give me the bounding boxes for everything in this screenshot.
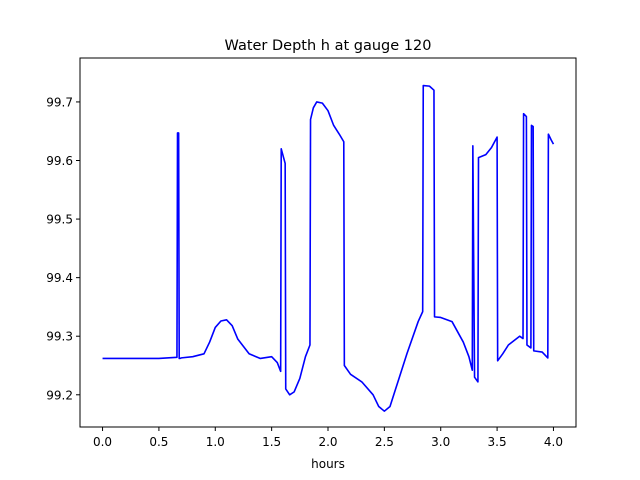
chart-title: Water Depth h at gauge 120 <box>225 38 432 54</box>
y-tick-label: 99.5 <box>46 213 73 227</box>
ticks-layer: 0.0 0.5 1.0 1.5 2.0 2.5 3.0 3.5 4.0 99.2 99.3 99.4 9… <box>46 95 563 449</box>
x-tick-label: 0.0 <box>93 435 112 449</box>
y-tick-label: 99.4 <box>46 271 73 285</box>
x-tick-label: 0.5 <box>149 435 168 449</box>
y-tick-label: 99.2 <box>46 388 73 402</box>
series-line-0 <box>102 84 555 412</box>
x-tick-label: 1.0 <box>206 435 225 449</box>
x-axis-label: hours <box>311 457 345 471</box>
y-tick-label: 99.7 <box>46 95 73 109</box>
x-tick-label: 3.5 <box>488 435 507 449</box>
x-tick-label: 1.5 <box>262 435 281 449</box>
x-tick-label: 2.0 <box>318 435 337 449</box>
y-tick-label: 99.3 <box>46 330 73 344</box>
x-tick-label: 4.0 <box>544 435 563 449</box>
x-tick-label: 3.0 <box>431 435 450 449</box>
x-tick-label: 2.5 <box>375 435 394 449</box>
y-tick-label: 99.6 <box>46 154 73 168</box>
plot-layer <box>102 84 555 412</box>
